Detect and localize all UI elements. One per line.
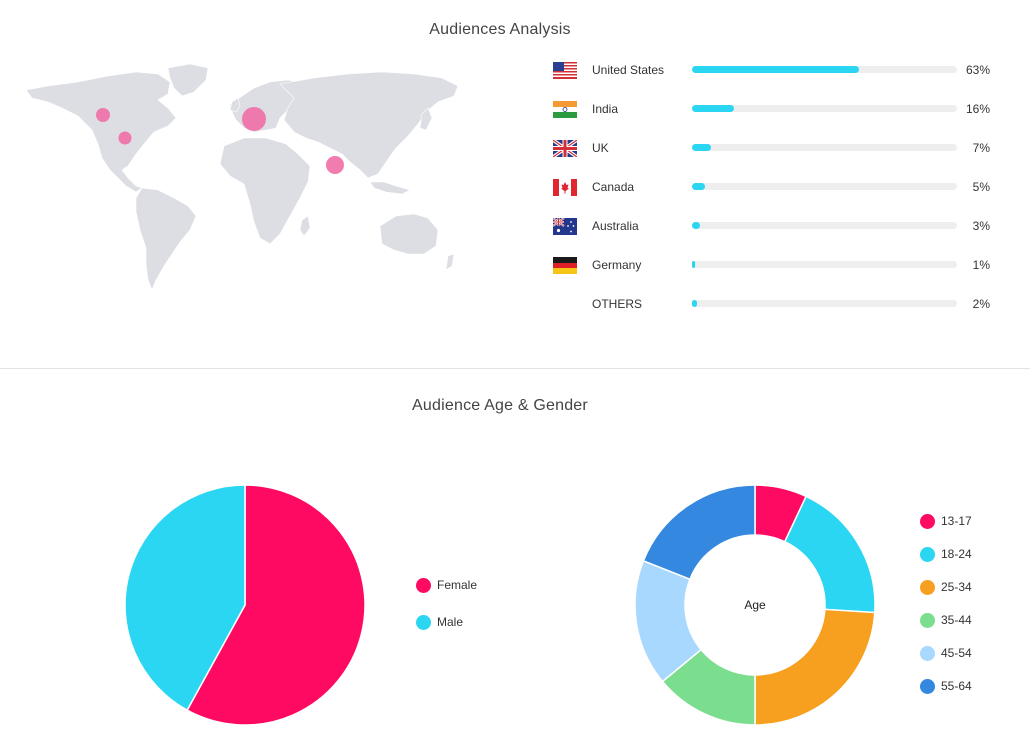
legend-dot — [920, 646, 935, 661]
legend-label: Male — [437, 615, 464, 629]
country-bar-fill — [692, 66, 859, 73]
map-indonesia — [369, 181, 411, 195]
legend-dot — [416, 578, 431, 593]
country-row-canada: Canada 5% — [553, 176, 1003, 198]
age-gender-title: Audience Age & Gender — [412, 397, 588, 414]
map-marker-canada — [96, 108, 110, 122]
country-bar-track — [692, 222, 957, 229]
country-percent: 3% — [972, 219, 990, 233]
slice-female[interactable] — [186, 484, 366, 726]
legend-label: 18-24 — [941, 547, 972, 561]
legend-dot — [416, 615, 431, 630]
legend-label: 55-64 — [941, 679, 972, 693]
uk-flag-icon — [553, 140, 577, 157]
map-south-america — [135, 187, 197, 291]
country-percent: 1% — [972, 258, 990, 272]
slice-25-34[interactable] — [754, 608, 876, 726]
map-greenland — [167, 63, 209, 97]
map-new-zealand — [445, 253, 455, 271]
country-bar-track — [692, 261, 957, 268]
legend-dot — [920, 679, 935, 694]
age-donut-chart: Age — [634, 484, 876, 726]
legend-label: 45-54 — [941, 646, 972, 660]
country-percent: 63% — [965, 63, 990, 77]
india-flag-icon — [553, 101, 577, 118]
map-marker-india — [326, 156, 344, 174]
country-bar-track — [692, 144, 957, 151]
us-flag-icon — [553, 62, 577, 79]
slice-male[interactable] — [124, 484, 246, 712]
country-bar-track — [692, 183, 957, 190]
country-bar-fill — [692, 105, 735, 112]
canada-flag-icon — [553, 179, 577, 196]
country-name: UK — [592, 141, 609, 155]
country-bar-track — [692, 66, 957, 73]
country-row-united-states: United States 63% — [553, 59, 1003, 81]
gender-pie-chart — [124, 484, 366, 726]
country-percent: 5% — [972, 180, 990, 194]
country-row-australia: Australia 3% — [553, 215, 1003, 237]
slice-55-64[interactable] — [642, 484, 756, 581]
country-bar-track — [692, 300, 957, 307]
legend-dot — [920, 514, 935, 529]
country-name: OTHERS — [592, 297, 643, 311]
world-map — [25, 63, 459, 291]
country-bar-fill — [692, 183, 706, 190]
audiences-analysis-title: Audiences Analysis — [429, 21, 571, 38]
country-bar-track — [692, 105, 957, 112]
map-africa — [219, 137, 311, 245]
map-madagascar — [299, 215, 311, 237]
country-row-others: OTHERS 2% — [553, 293, 1003, 315]
country-bar-fill — [692, 300, 698, 307]
legend-dot — [920, 613, 935, 628]
germany-flag-icon — [553, 257, 577, 274]
legend-label: Female — [437, 578, 478, 592]
legend-dot — [920, 547, 935, 562]
legend-label: 25-34 — [941, 580, 972, 594]
country-row-uk: UK 7% — [553, 137, 1003, 159]
country-name: United States — [592, 63, 665, 77]
country-name: Canada — [592, 180, 635, 194]
country-name: Germany — [592, 258, 642, 272]
country-row-india: India 16% — [553, 98, 1003, 120]
country-percent: 16% — [965, 102, 990, 116]
country-row-germany: Germany 1% — [553, 254, 1003, 276]
country-bar-fill — [692, 222, 700, 229]
country-percent: 7% — [972, 141, 990, 155]
slice-18-24[interactable] — [783, 495, 876, 614]
country-bar-fill — [692, 144, 711, 151]
legend-dot — [920, 580, 935, 595]
legend-label: 13-17 — [941, 514, 972, 528]
section-divider — [0, 368, 1030, 369]
australia-flag-icon — [553, 218, 577, 235]
map-marker-uk-germany — [242, 107, 266, 131]
donut-center-label: Age — [744, 598, 766, 612]
map-australia — [379, 213, 439, 255]
map-japan — [419, 107, 433, 131]
map-uk — [229, 97, 241, 113]
map-north-america — [25, 71, 177, 193]
map-marker-united-states — [118, 131, 132, 145]
country-percent: 2% — [972, 297, 990, 311]
country-bar-fill — [692, 261, 696, 268]
map-asia — [279, 71, 459, 179]
country-name: India — [592, 102, 619, 116]
legend-label: 35-44 — [941, 613, 972, 627]
country-name: Australia — [592, 219, 639, 233]
